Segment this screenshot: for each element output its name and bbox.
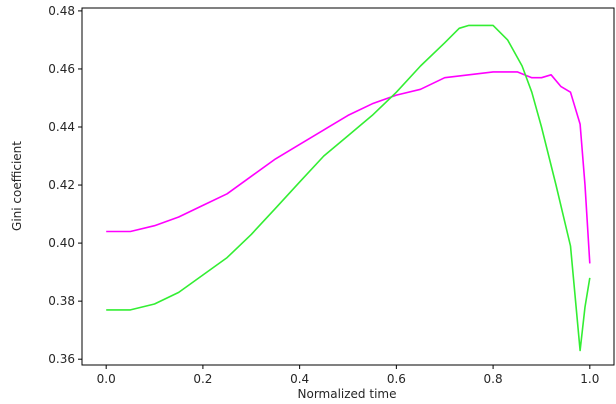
y-axis-label: Gini coefficient xyxy=(10,141,24,231)
x-tick-label: 0.0 xyxy=(97,372,116,386)
y-tick-label: 0.46 xyxy=(48,62,75,76)
y-tick-label: 0.42 xyxy=(48,178,75,192)
x-tick-label: 0.8 xyxy=(484,372,503,386)
x-tick-label: 0.4 xyxy=(290,372,309,386)
plot-frame xyxy=(81,7,615,366)
x-tick-label: 1.0 xyxy=(580,372,599,386)
x-axis: 0.0 0.2 0.4 0.6 0.8 1.0 xyxy=(97,365,599,386)
y-tick-label: 0.36 xyxy=(48,352,75,366)
series-line-1 xyxy=(106,71,591,264)
y-tick-label: 0.38 xyxy=(48,294,75,308)
y-tick-label: 0.40 xyxy=(48,236,75,250)
series-line-2 xyxy=(106,24,591,352)
x-axis-label: Normalized time xyxy=(298,387,397,401)
x-tick-label: 0.2 xyxy=(193,372,212,386)
series-layer xyxy=(106,24,591,352)
y-tick-label: 0.44 xyxy=(48,120,75,134)
y-axis: 0.36 0.38 0.40 0.42 0.44 0.46 0.48 xyxy=(48,4,82,366)
y-tick-label: 0.48 xyxy=(48,4,75,18)
plot-area xyxy=(81,7,615,366)
x-tick-label: 0.6 xyxy=(387,372,406,386)
